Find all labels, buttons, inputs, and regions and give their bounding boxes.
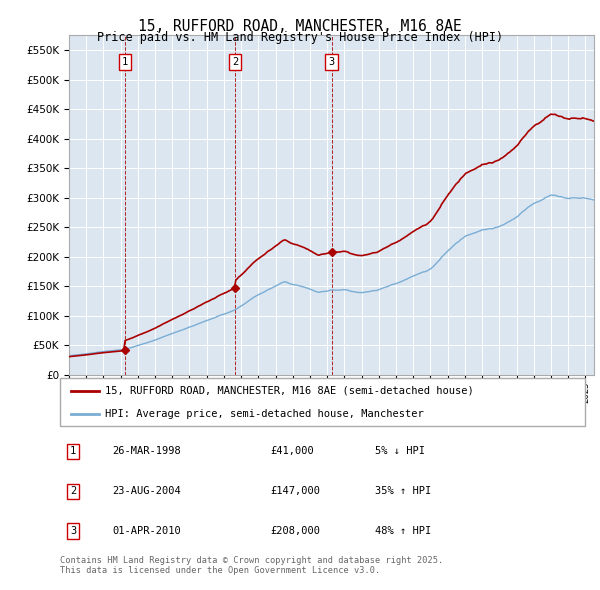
Text: 15, RUFFORD ROAD, MANCHESTER, M16 8AE: 15, RUFFORD ROAD, MANCHESTER, M16 8AE — [138, 19, 462, 34]
Text: 23-AUG-2004: 23-AUG-2004 — [113, 486, 181, 496]
Text: £147,000: £147,000 — [270, 486, 320, 496]
Text: 1: 1 — [121, 57, 128, 67]
Text: HPI: Average price, semi-detached house, Manchester: HPI: Average price, semi-detached house,… — [104, 409, 424, 419]
Text: 01-APR-2010: 01-APR-2010 — [113, 526, 181, 536]
Text: 15, RUFFORD ROAD, MANCHESTER, M16 8AE (semi-detached house): 15, RUFFORD ROAD, MANCHESTER, M16 8AE (s… — [104, 386, 473, 396]
Text: Contains HM Land Registry data © Crown copyright and database right 2025.
This d: Contains HM Land Registry data © Crown c… — [60, 556, 443, 575]
Text: £208,000: £208,000 — [270, 526, 320, 536]
Text: £41,000: £41,000 — [270, 446, 314, 456]
Text: 3: 3 — [328, 57, 335, 67]
Text: 35% ↑ HPI: 35% ↑ HPI — [375, 486, 431, 496]
Text: 48% ↑ HPI: 48% ↑ HPI — [375, 526, 431, 536]
Text: 2: 2 — [70, 486, 76, 496]
Text: Price paid vs. HM Land Registry's House Price Index (HPI): Price paid vs. HM Land Registry's House … — [97, 31, 503, 44]
Text: 26-MAR-1998: 26-MAR-1998 — [113, 446, 181, 456]
Text: 3: 3 — [70, 526, 76, 536]
Text: 5% ↓ HPI: 5% ↓ HPI — [375, 446, 425, 456]
Text: 1: 1 — [70, 446, 76, 456]
Text: 2: 2 — [232, 57, 238, 67]
